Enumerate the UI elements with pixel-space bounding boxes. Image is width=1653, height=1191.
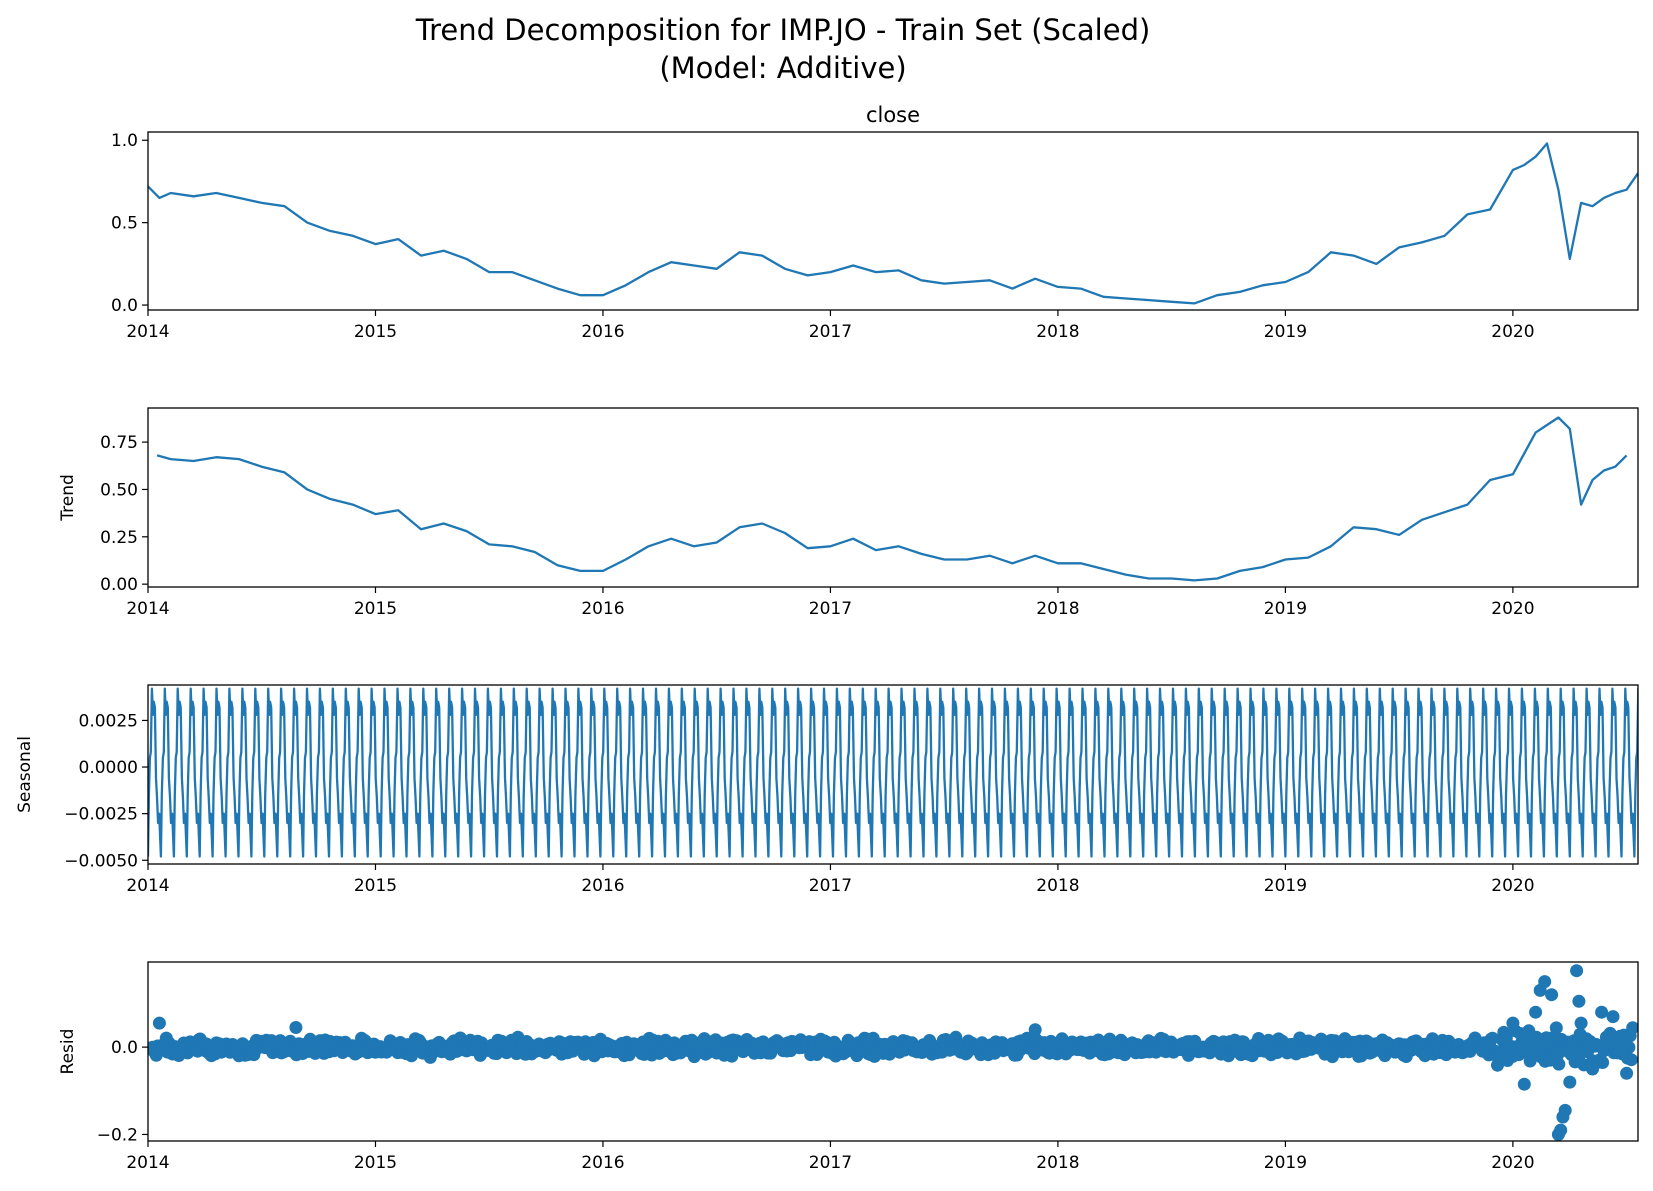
close-axes-frame (147, 131, 1639, 311)
resid-data-layer (148, 964, 1638, 1141)
close-x-tick-label: 2014 (126, 322, 169, 342)
trend-x-tick-label: 2016 (581, 599, 624, 619)
seasonal-data-layer (148, 687, 1638, 858)
close-panel-title: close (866, 103, 920, 127)
close-y-tick-label: 1.0 (111, 131, 138, 151)
resid-x-tick-label: 2014 (126, 1153, 169, 1173)
trend-y-axis-label: Trend (58, 474, 78, 522)
seasonal-x-tick-label: 2019 (1264, 876, 1307, 896)
resid-outlier-point (1572, 994, 1586, 1008)
close-x-tick-label: 2017 (809, 322, 852, 342)
resid-x-tick-label: 2016 (581, 1153, 624, 1173)
trend-line (156, 416, 1628, 582)
trend-y-tick-label: 0.75 (100, 433, 138, 453)
trend-x-tick-label: 2015 (354, 599, 397, 619)
resid-outlier-point (1563, 1075, 1577, 1089)
close-x-tick-label: 2020 (1491, 322, 1534, 342)
resid-outlier-point (152, 1016, 166, 1030)
resid-outlier-point (1517, 1077, 1531, 1091)
resid-outlier-point (1028, 1023, 1042, 1037)
trend-x-tick-label: 2020 (1491, 599, 1534, 619)
resid-x-tick-label: 2020 (1491, 1153, 1534, 1173)
resid-outlier-point (1620, 1066, 1634, 1080)
resid-y-tick-label: 0.0 (111, 1038, 138, 1058)
trend-data-layer (156, 416, 1628, 582)
resid-x-tick-label: 2018 (1036, 1153, 1079, 1173)
seasonal-axes-frame (147, 684, 1639, 865)
seasonal-y-axis-label: Seasonal (15, 736, 35, 813)
seasonal-y-tick-label: 0.0000 (79, 758, 138, 778)
trend-x-tick-label: 2017 (809, 599, 852, 619)
seasonal-x-tick-label: 2020 (1491, 876, 1534, 896)
seasonal-y-tick-label: −0.0050 (64, 851, 138, 871)
resid-outlier-point (1538, 975, 1552, 989)
resid-outlier-point (1586, 1062, 1599, 1076)
resid-y-tick-label: −0.2 (97, 1125, 138, 1145)
close-x-tick-label: 2018 (1036, 322, 1079, 342)
resid-outlier-point (1545, 988, 1559, 1002)
figure-title-line2: (Model: Additive) (659, 51, 906, 85)
close-x-tick-label: 2016 (581, 322, 624, 342)
close-y-tick-label: 0.0 (111, 296, 138, 316)
resid-outlier-point (1606, 1010, 1620, 1024)
close-x-tick-label: 2015 (354, 322, 397, 342)
resid-point (1552, 1057, 1566, 1071)
trend-y-tick-label: 0.50 (100, 480, 138, 500)
resid-x-tick-label: 2019 (1264, 1153, 1307, 1173)
trend-x-tick-label: 2019 (1264, 599, 1307, 619)
trend-y-tick-label: 0.00 (100, 575, 138, 595)
close-data-layer (148, 142, 1638, 305)
resid-point (1549, 1021, 1563, 1035)
resid-outlier-point (289, 1021, 303, 1034)
trend-axes-frame (147, 407, 1639, 588)
resid-point (1622, 1040, 1636, 1054)
trend-y-tick-label: 0.25 (100, 528, 138, 548)
resid-outlier-point (1570, 964, 1584, 978)
close-x-tick-label: 2019 (1264, 322, 1307, 342)
trend-panel: 2014 2015 2016 2017 2018 2019 2020 0.00 0.25 0.50… (58, 407, 1639, 619)
resid-point (1486, 1031, 1499, 1045)
resid-point (1491, 1058, 1504, 1072)
resid-x-tick-label: 2017 (809, 1153, 852, 1173)
resid-point (1624, 1053, 1638, 1067)
resid-outlier-point (1595, 1005, 1609, 1019)
close-y-tick-label: 0.5 (111, 214, 138, 234)
resid-panel: 2014 2015 2016 2017 2018 2019 2020 −0.2 0.0 Resid (58, 961, 1639, 1173)
seasonal-y-tick-label: 0.0025 (79, 711, 138, 731)
seasonal-panel: 2014 2015 2016 2017 2018 2019 2020 −0.0050 −0.00… (15, 684, 1639, 896)
resid-y-axis-label: Resid (58, 1029, 78, 1075)
seasonal-x-tick-label: 2016 (581, 876, 624, 896)
resid-outlier-point (1574, 1016, 1588, 1030)
trend-x-tick-label: 2014 (126, 599, 169, 619)
seasonal-x-tick-label: 2017 (809, 876, 852, 896)
resid-outlier-point (1558, 1103, 1572, 1117)
seasonal-x-tick-label: 2018 (1036, 876, 1079, 896)
seasonal-y-tick-label: −0.0025 (64, 805, 138, 825)
resid-outlier-point (1554, 1123, 1568, 1137)
resid-axes-frame (147, 961, 1639, 1142)
resid-point (1596, 1056, 1610, 1069)
close-line (148, 142, 1638, 305)
resid-point (1626, 1021, 1638, 1035)
seasonal-x-tick-label: 2014 (126, 876, 169, 896)
seasonal-line (148, 687, 1638, 858)
figure-title-line1: Trend Decomposition for IMP.JO - Train S… (415, 13, 1151, 47)
seasonal-x-tick-label: 2015 (354, 876, 397, 896)
close-panel: 2014 2015 2016 2017 2018 2019 2020 0.0 0.5 1.0 clo… (111, 103, 1639, 342)
resid-outlier-point (1506, 1016, 1520, 1030)
resid-outlier-point (1529, 1005, 1543, 1019)
resid-x-tick-label: 2015 (354, 1153, 397, 1173)
trend-x-tick-label: 2018 (1036, 599, 1079, 619)
